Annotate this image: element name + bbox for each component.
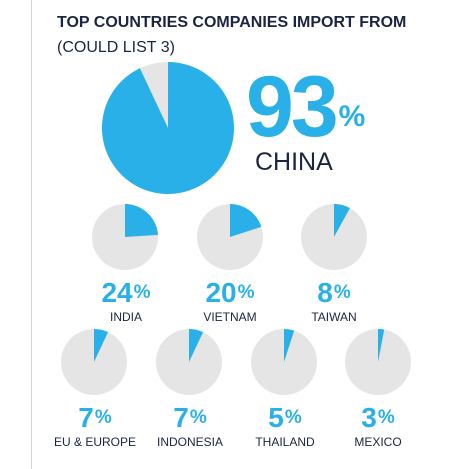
label-india: INDIA [109, 310, 142, 324]
percent-india: 24% [66, 278, 186, 308]
pie-slice-mexico [378, 329, 385, 362]
pie-slice-india [125, 204, 158, 237]
divider-rule [31, 0, 32, 469]
pie-slice-china [101, 62, 234, 194]
china-percent-value: 93 [246, 59, 339, 155]
percent-vietnam: 20% [170, 278, 290, 308]
percent-sign-taiwan: % [333, 282, 351, 303]
percent-sign-eu-europe: % [94, 407, 112, 428]
percent-sign-vietnam: % [237, 282, 255, 303]
pie-mexico [345, 329, 411, 395]
pie-thailand [251, 329, 317, 395]
label-eu-europe: EU & EUROPE [53, 435, 137, 449]
label-indonesia: INDONESIA [156, 435, 223, 449]
label-vietnam: VIETNAM [203, 310, 257, 324]
percent-value-indonesia: 7 [173, 402, 189, 433]
percent-sign-indonesia: % [189, 407, 207, 428]
china-percent: 93% [246, 64, 365, 150]
pie-indonesia [156, 328, 222, 395]
china-label: CHINA [255, 148, 333, 176]
label-taiwan: TAIWAN [311, 310, 357, 324]
pie-slice-indonesia [189, 328, 204, 362]
percent-value-eu-europe: 7 [78, 402, 94, 433]
percent-value-vietnam: 20 [205, 277, 237, 308]
title-bold: TOP COUNTRIES COMPANIES IMPORT FROM [57, 14, 407, 31]
percent-value-mexico: 3 [361, 402, 377, 433]
pie-slice-eu-europe [94, 328, 109, 362]
percent-value-taiwan: 8 [317, 277, 333, 308]
percent-value-india: 24 [101, 277, 133, 308]
pie-slice-taiwan [334, 204, 350, 237]
pie-india [92, 204, 158, 270]
percent-taiwan: 8% [274, 278, 394, 308]
pie-eu-europe [61, 328, 127, 395]
label-thailand: THAILAND [255, 435, 315, 449]
percent-indonesia: 7% [130, 403, 250, 433]
pie-china [101, 62, 234, 194]
chart-title: TOP COUNTRIES COMPANIES IMPORT FROM (COU… [57, 10, 457, 60]
percent-sign-thailand: % [284, 407, 302, 428]
pie-taiwan [301, 204, 367, 270]
china-percent-sign: % [338, 100, 366, 133]
pie-slice-thailand [284, 329, 295, 362]
label-mexico: MEXICO [354, 435, 402, 449]
title-light: (COULD LIST 3) [57, 39, 175, 56]
percent-value-thailand: 5 [268, 402, 284, 433]
percent-thailand: 5% [225, 403, 345, 433]
pie-vietnam [197, 204, 263, 270]
percent-sign-india: % [133, 282, 151, 303]
percent-mexico: 3% [318, 403, 438, 433]
percent-sign-mexico: % [377, 407, 395, 428]
percent-eu-europe: 7% [35, 403, 155, 433]
pie-slice-vietnam [230, 204, 262, 237]
